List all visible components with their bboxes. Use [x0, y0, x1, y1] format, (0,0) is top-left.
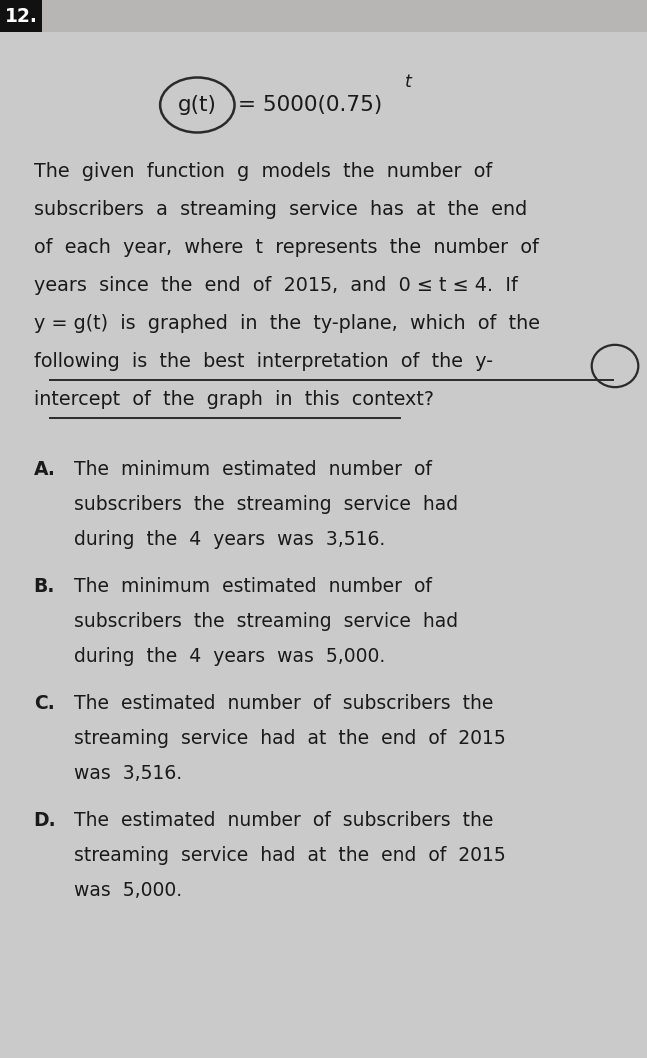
Text: The  minimum  estimated  number  of: The minimum estimated number of [74, 460, 432, 479]
Text: following  is  the  best  interpretation  of  the  y-: following is the best interpretation of … [34, 352, 492, 371]
Text: streaming  service  had  at  the  end  of  2015: streaming service had at the end of 2015 [74, 729, 506, 748]
Text: The  estimated  number  of  subscribers  the: The estimated number of subscribers the [74, 694, 494, 713]
FancyBboxPatch shape [0, 0, 42, 32]
Text: years  since  the  end  of  2015,  and  0 ≤ t ≤ 4.  If: years since the end of 2015, and 0 ≤ t ≤… [34, 276, 518, 295]
Text: The  minimum  estimated  number  of: The minimum estimated number of [74, 577, 432, 596]
Text: during  the  4  years  was  5,000.: during the 4 years was 5,000. [74, 647, 386, 665]
Text: of  each  year,  where  t  represents  the  number  of: of each year, where t represents the num… [34, 238, 538, 257]
Text: 12.: 12. [5, 6, 38, 25]
FancyBboxPatch shape [0, 0, 647, 32]
Text: was  3,516.: was 3,516. [74, 764, 182, 783]
Text: streaming  service  had  at  the  end  of  2015: streaming service had at the end of 2015 [74, 846, 506, 865]
Text: C.: C. [34, 694, 54, 713]
Text: The  estimated  number  of  subscribers  the: The estimated number of subscribers the [74, 811, 494, 829]
Text: y = g(t)  is  graphed  in  the  ty-plane,  which  of  the: y = g(t) is graphed in the ty-plane, whi… [34, 314, 540, 333]
Text: The  given  function  g  models  the  number  of: The given function g models the number o… [34, 162, 492, 181]
Text: = 5000(0.75): = 5000(0.75) [238, 95, 382, 115]
Text: intercept  of  the  graph  in  this  context?: intercept of the graph in this context? [34, 390, 433, 409]
Text: g(t): g(t) [178, 95, 217, 115]
Text: D.: D. [34, 811, 56, 829]
Text: A.: A. [34, 460, 56, 479]
Text: subscribers  the  streaming  service  had: subscribers the streaming service had [74, 612, 459, 631]
Text: B.: B. [34, 577, 55, 596]
Text: subscribers  the  streaming  service  had: subscribers the streaming service had [74, 495, 459, 514]
Text: during  the  4  years  was  3,516.: during the 4 years was 3,516. [74, 530, 386, 549]
Text: was  5,000.: was 5,000. [74, 881, 182, 900]
Text: t: t [405, 73, 412, 91]
Text: subscribers  a  streaming  service  has  at  the  end: subscribers a streaming service has at t… [34, 200, 527, 219]
